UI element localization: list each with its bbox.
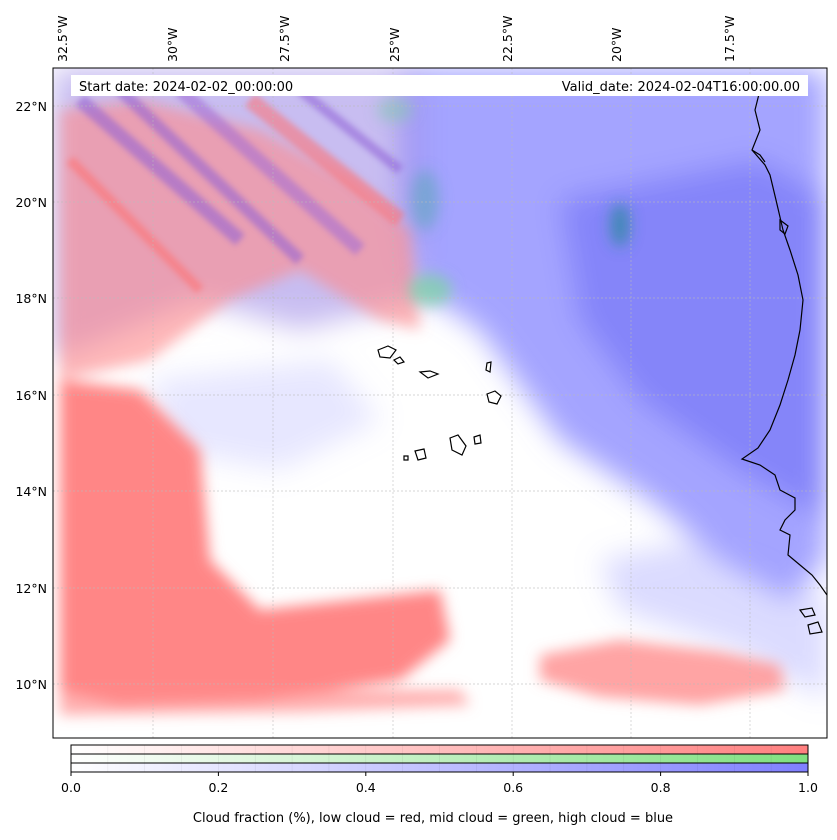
colorbar-low-cloud (71, 745, 808, 754)
colorbar-frame (70, 744, 809, 773)
colorbar-tick-label: 0.6 (503, 780, 523, 795)
colorbar-tick-label: 0.2 (208, 780, 228, 795)
start-date-label: Start date: 2024-02-02_00:00:00 (79, 80, 293, 95)
lat-label: 20°N (15, 195, 47, 210)
lat-label: 18°N (15, 291, 47, 306)
lat-label: 16°N (15, 388, 47, 403)
colorbar-tick-label: 0.4 (356, 780, 376, 795)
cape-verde-islands (377, 345, 502, 461)
colorbar-tick-label: 1.0 (798, 780, 818, 795)
lat-label: 22°N (15, 99, 47, 114)
lat-label: 14°N (15, 484, 47, 499)
lat-label: 10°N (15, 677, 47, 692)
lat-label: 12°N (15, 581, 47, 596)
colorbar-mid-cloud (71, 754, 808, 763)
lon-label: 25°W (387, 27, 402, 62)
colorbar-tick-label: 0.0 (61, 780, 81, 795)
colorbar-caption: Cloud fraction (%), low cloud = red, mid… (193, 811, 673, 826)
colorbar-high-cloud (71, 763, 808, 772)
colorbar-tick-marks (70, 772, 809, 776)
coastline (740, 89, 827, 635)
colorbar-tick-label: 0.8 (651, 780, 671, 795)
lon-label: 27.5°W (277, 16, 292, 62)
lon-label: 32.5°W (55, 16, 70, 62)
lon-label: 20°W (609, 27, 624, 62)
colorbar: 0.0 0.2 0.4 0.6 0.8 1.0 Cloud fraction (… (61, 744, 818, 826)
graticule (53, 68, 827, 738)
lon-label: 22.5°W (500, 16, 515, 62)
date-banner (71, 75, 808, 96)
lon-label: 30°W (165, 27, 180, 62)
latitude-labels: 22°N 20°N 18°N 16°N 14°N 12°N 10°N (15, 99, 47, 692)
lon-label: 17.5°W (722, 16, 737, 62)
map-frame (52, 67, 828, 739)
valid-date-label: Valid_date: 2024-02-04T16:00:00.00 (562, 80, 800, 95)
cloud-fraction-field (53, 68, 827, 738)
cloud-streaks (66, 84, 405, 294)
longitude-labels: 32.5°W 30°W 27.5°W 25°W 22.5°W 20°W 17.5… (55, 16, 737, 62)
colorbar-dividers (107, 745, 772, 772)
